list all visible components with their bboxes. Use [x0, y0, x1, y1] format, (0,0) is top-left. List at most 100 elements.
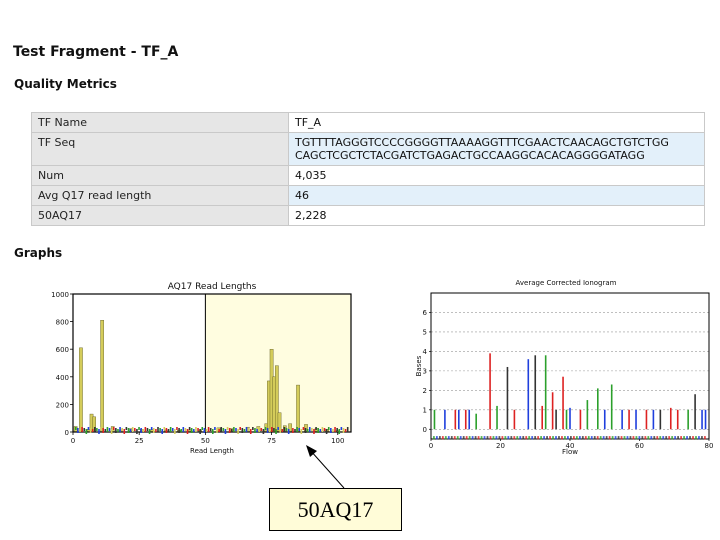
sequence-mark: [468, 436, 471, 440]
baseline-noise-mark: [342, 428, 345, 433]
x-tick-label: 50: [201, 437, 210, 445]
sequence-mark: [593, 436, 596, 440]
ionogram-bar: [652, 409, 655, 430]
sequence-mark: [495, 436, 498, 440]
baseline-noise-mark: [216, 428, 218, 433]
baseline-noise-mark: [77, 428, 79, 433]
sequence-mark: [504, 436, 507, 440]
sequence-mark: [677, 436, 680, 440]
baseline-noise-mark: [252, 427, 254, 430]
baseline-noise-mark: [165, 428, 168, 433]
ionogram-bar: [433, 409, 436, 430]
sequence-mark: [513, 436, 516, 440]
sequence-mark: [674, 436, 677, 440]
metric-value: 46: [288, 185, 705, 206]
sequence-mark: [564, 436, 566, 440]
baseline-noise-mark: [296, 427, 298, 432]
table-row: TF Seq TGTTTTAGGGTCCCCGGGGTTAAAAGGTTTCGA…: [31, 132, 705, 166]
metric-key: TF Seq: [31, 132, 289, 166]
baseline-noise-mark: [313, 429, 315, 434]
baseline-noise-mark: [161, 429, 164, 434]
sequence-mark: [561, 436, 563, 440]
sequence-mark: [653, 436, 656, 440]
baseline-noise-mark: [104, 429, 107, 432]
chart-title: Average Corrected Ionogram: [516, 279, 617, 287]
ionogram-bar: [555, 409, 557, 430]
ionogram-bar: [628, 409, 630, 430]
baseline-noise-mark: [152, 428, 155, 433]
ionogram-bar: [489, 353, 491, 430]
chart-bar: [79, 347, 83, 433]
ionogram-bar: [534, 355, 537, 430]
sequence-mark: [459, 436, 462, 440]
baseline-noise-mark: [275, 429, 277, 434]
ionogram-bar: [496, 405, 498, 430]
baseline-noise-mark: [197, 428, 199, 431]
metric-value: 2,228: [288, 205, 705, 226]
baseline-noise-mark: [287, 429, 290, 434]
baseline-noise-mark: [75, 427, 77, 430]
baseline-noise-mark: [85, 429, 88, 434]
quality-metrics-table: TF Name TF_A TF Seq TGTTTTAGGGTCCCCGGGGT…: [31, 112, 705, 226]
sequence-mark: [626, 436, 629, 440]
baseline-noise-mark: [315, 427, 317, 430]
baseline-noise-mark: [256, 429, 258, 432]
baseline-noise-mark: [298, 428, 301, 431]
metric-value: 4,035: [288, 165, 705, 186]
sequence-mark: [480, 436, 483, 440]
baseline-noise-mark: [93, 427, 96, 432]
ionogram-bar: [610, 384, 613, 430]
ionogram-bar: [603, 409, 606, 430]
baseline-noise-mark: [199, 429, 201, 434]
baseline-noise-mark: [140, 428, 142, 433]
baseline-noise-mark: [81, 427, 83, 432]
baseline-noise-mark: [245, 427, 248, 432]
ionogram-bar: [475, 413, 477, 430]
baseline-noise-mark: [209, 428, 212, 431]
baseline-noise-mark: [150, 427, 153, 430]
baseline-noise-mark: [108, 428, 111, 431]
sequence-mark: [671, 436, 674, 440]
ionogram-bar: [701, 409, 703, 430]
baseline-noise-mark: [220, 427, 223, 432]
baseline-noise-mark: [300, 429, 303, 434]
baseline-noise-mark: [230, 429, 233, 432]
sequence-mark: [510, 436, 513, 440]
baseline-noise-mark: [182, 427, 185, 432]
baseline-noise-mark: [178, 428, 180, 433]
baseline-noise-mark: [155, 429, 157, 432]
baseline-noise-mark: [344, 429, 347, 432]
sequence-mark: [698, 436, 700, 440]
y-tick-label: 400: [56, 374, 69, 382]
baseline-noise-mark: [323, 428, 326, 431]
baseline-noise-mark: [157, 427, 159, 432]
ionogram-bar: [454, 409, 457, 430]
baseline-noise-mark: [279, 428, 282, 433]
baseline-noise-mark: [129, 429, 132, 432]
metric-value: TF_A: [288, 112, 705, 133]
baseline-noise-mark: [123, 429, 126, 434]
y-tick-label: 0: [65, 429, 69, 437]
ionogram-bar: [458, 409, 460, 430]
baseline-noise-mark: [222, 428, 225, 431]
baseline-noise-mark: [201, 427, 204, 430]
baseline-noise-mark: [171, 428, 174, 431]
sequence-mark: [584, 436, 587, 440]
y-tick-label: 2: [423, 387, 427, 395]
sequence-mark: [519, 436, 522, 440]
baseline-noise-mark: [292, 428, 294, 433]
sequence-mark: [498, 436, 501, 440]
sequence-mark: [486, 436, 489, 440]
baseline-noise-mark: [260, 428, 263, 431]
sequence-mark: [644, 436, 647, 440]
baseline-noise-mark: [138, 427, 140, 430]
baseline-noise-mark: [254, 428, 256, 433]
sequence-mark: [611, 436, 614, 440]
ionogram-bar: [621, 409, 623, 430]
baseline-noise-mark: [131, 427, 134, 432]
baseline-noise-mark: [110, 429, 113, 434]
sequence-mark: [441, 436, 444, 440]
metric-key: TF Name: [31, 112, 289, 133]
sequence-mark: [650, 436, 653, 440]
sequence-mark: [629, 436, 632, 440]
